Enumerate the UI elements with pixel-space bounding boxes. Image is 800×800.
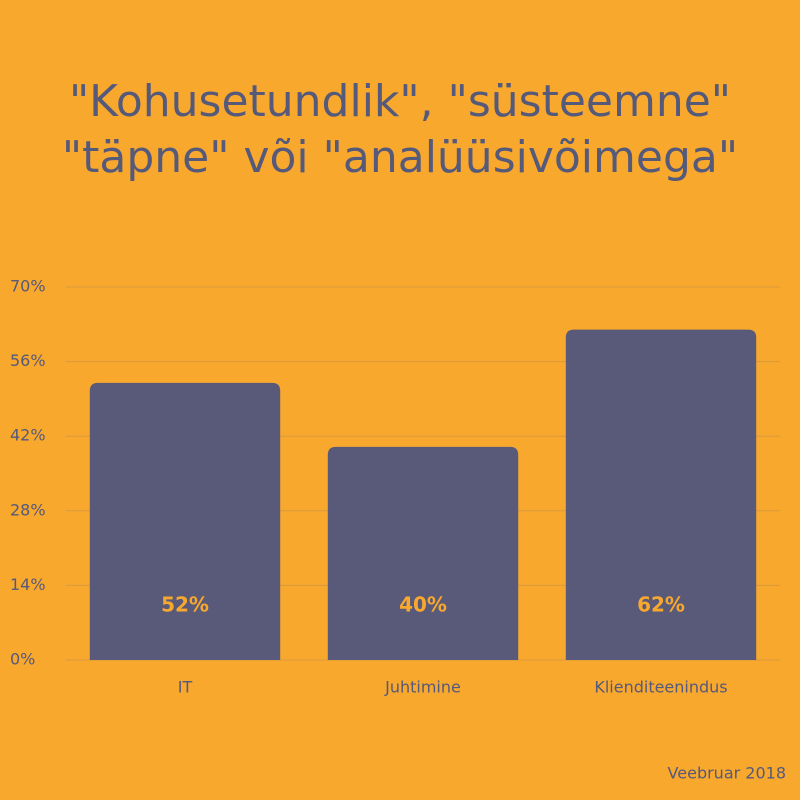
caption: Veebruar 2018 (668, 764, 786, 783)
y-tick-label: 56% (10, 351, 46, 370)
bar (89, 382, 281, 660)
x-tick-label: Klienditeenindus (594, 678, 727, 697)
bar (565, 329, 757, 660)
y-tick-label: 28% (10, 500, 46, 519)
x-tick-label: Juhtimine (384, 678, 461, 697)
y-tick-label: 14% (10, 575, 46, 594)
data-label: 62% (637, 593, 685, 617)
chart-title: "Kohusetundlik", "süsteemne" (69, 76, 731, 127)
bar (327, 446, 519, 660)
chart-title: "täpne" või "analüüsivõimega" (62, 132, 738, 183)
y-tick-label: 0% (10, 650, 35, 669)
y-tick-label: 42% (10, 426, 46, 445)
data-label: 40% (399, 593, 447, 617)
data-label: 52% (161, 593, 209, 617)
y-tick-label: 70% (10, 277, 46, 296)
x-tick-label: IT (178, 678, 193, 697)
